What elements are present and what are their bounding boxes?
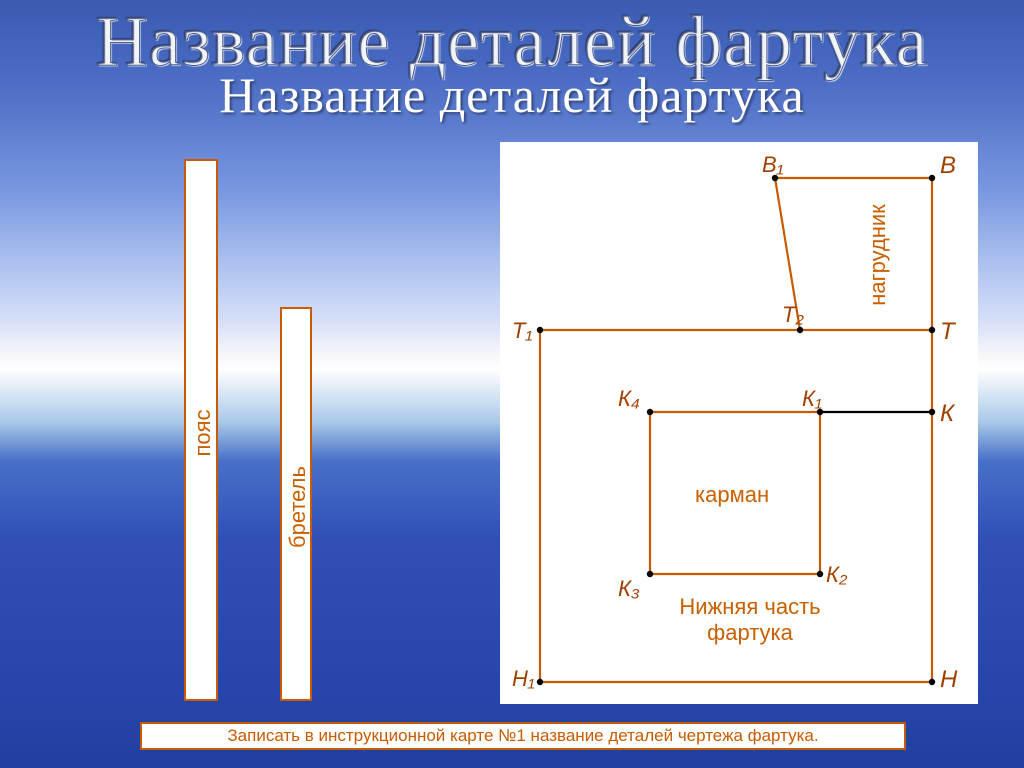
- point-label: К₂: [826, 562, 847, 588]
- point-label: В: [940, 152, 956, 180]
- label-lower-part: Нижняя часть фартука: [650, 594, 850, 646]
- label-lower-l1: Нижняя часть: [679, 594, 820, 619]
- bar-poyas: пояс: [184, 159, 218, 701]
- page-title: Название деталей фартука: [0, 66, 1024, 124]
- point-label: К₄: [618, 386, 640, 412]
- label-nagrudnik: нагрудник: [865, 195, 891, 315]
- bar-bretel: бретель: [280, 307, 312, 701]
- pattern-diagram: нагрудник карман Нижняя часть фартука В₁…: [500, 142, 978, 704]
- label-karman: карман: [695, 482, 769, 508]
- point-label: К: [940, 400, 954, 428]
- point-label: В₁: [762, 152, 784, 178]
- point-label: Т₂: [782, 302, 804, 328]
- point-label: Н: [940, 666, 957, 694]
- footer-text: Записать в инструкционной карте №1 назва…: [227, 726, 818, 746]
- bar-poyas-label: пояс: [190, 383, 216, 483]
- point-label: К₁: [802, 386, 822, 412]
- point-label: Т: [940, 318, 955, 346]
- bar-bretel-label: бретель: [285, 457, 311, 557]
- point-label: Н₁: [512, 666, 535, 692]
- label-lower-l2: фартука: [707, 620, 793, 645]
- point-label: Т₁: [512, 318, 532, 344]
- point-label: К₃: [618, 576, 640, 602]
- footer-instruction: Записать в инструкционной карте №1 назва…: [140, 722, 906, 750]
